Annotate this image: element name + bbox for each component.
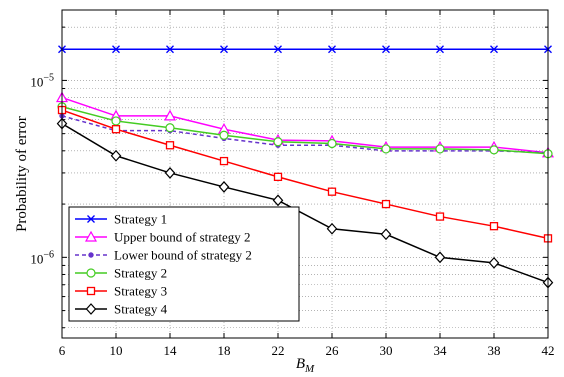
y-tick-label: 10−5: [30, 72, 54, 89]
legend-entry: Strategy 3: [75, 284, 167, 299]
data-point: [111, 116, 121, 126]
legend-entry: Strategy 2: [75, 266, 167, 281]
x-tick-label: 14: [164, 343, 178, 358]
data-point: [490, 45, 498, 54]
series-line: [61, 115, 549, 154]
legend-label: Strategy 3: [114, 284, 167, 299]
legend-label: Upper bound of strategy 2: [114, 230, 250, 245]
legend-entry: Strategy 1: [75, 212, 167, 227]
legend-entry: Lower bound of strategy 2: [75, 248, 252, 263]
series-line: [61, 105, 549, 155]
data-point: [164, 167, 176, 179]
data-point: [488, 257, 500, 269]
data-point: [273, 172, 283, 182]
data-point: [327, 138, 337, 149]
y-tick-label: 10−6: [30, 249, 54, 266]
data-point: [382, 45, 390, 54]
series-line: [61, 122, 549, 284]
data-point: [273, 137, 283, 147]
legend-marker: [88, 252, 94, 258]
data-point: [219, 130, 229, 140]
legend-marker: [87, 215, 95, 223]
legend-marker: [85, 303, 97, 315]
y-tick-labels: 10−6 10−5: [30, 72, 54, 266]
x-tick-label: 10: [110, 343, 123, 358]
data-point: [272, 194, 284, 207]
legend-marker: [86, 268, 96, 278]
data-point: [489, 145, 499, 155]
data-point: [327, 187, 337, 196]
legend-label: Strategy 4: [114, 302, 168, 317]
data-point: [166, 45, 174, 54]
series-4: [57, 102, 553, 159]
data-point: [219, 156, 229, 166]
data-point: [435, 144, 445, 154]
x-tick-label: 18: [218, 343, 231, 358]
legend-label: Lower bound of strategy 2: [114, 248, 252, 263]
x-tick-label: 38: [488, 343, 501, 358]
data-point: [381, 199, 391, 209]
data-point: [380, 228, 392, 241]
plot-frame: [61, 9, 549, 339]
data-point: [220, 45, 228, 54]
legend-entry: Strategy 4: [75, 302, 168, 317]
data-point: [434, 251, 446, 264]
legend: Strategy 1 Upper bound of strategy 2 Lower…: [68, 206, 300, 322]
data-point: [163, 109, 177, 121]
data-point: [110, 149, 122, 162]
data-point: [165, 123, 175, 133]
x-axis-label: BM: [296, 356, 315, 375]
data-point: [328, 45, 336, 54]
series-1: [58, 45, 552, 54]
x-tick-label: 34: [434, 343, 448, 358]
series-line: [61, 96, 549, 154]
x-tick-labels: 6 10 14 18 22 26 30 34 38 42: [59, 343, 555, 358]
data-point: [326, 222, 338, 235]
x-tick-label: 30: [380, 343, 393, 358]
legend-entry: Upper bound of strategy 2: [75, 230, 250, 245]
legend-marker: [86, 286, 96, 296]
legend-label: Strategy 1: [114, 212, 167, 227]
legend-box: [68, 206, 300, 322]
x-tick-label: 22: [272, 343, 285, 358]
data-point: [274, 45, 282, 54]
data-point: [436, 45, 444, 54]
data-point: [111, 125, 121, 134]
series-line: [61, 109, 549, 240]
data-point: [489, 222, 499, 231]
legend-marker: [84, 230, 98, 242]
x-tick-label: 42: [542, 343, 555, 358]
data-point: [435, 212, 445, 221]
x-tick-label: 6: [59, 343, 66, 358]
legend-label: Strategy 2: [114, 266, 167, 281]
data-point: [218, 181, 230, 193]
x-tick-label: 26: [326, 343, 340, 358]
data-point: [165, 141, 175, 150]
x-axis-label-subscript: M: [304, 363, 315, 375]
y-axis-label: Probability of error: [14, 116, 30, 232]
data-point: [112, 45, 120, 54]
data-point: [381, 144, 391, 154]
